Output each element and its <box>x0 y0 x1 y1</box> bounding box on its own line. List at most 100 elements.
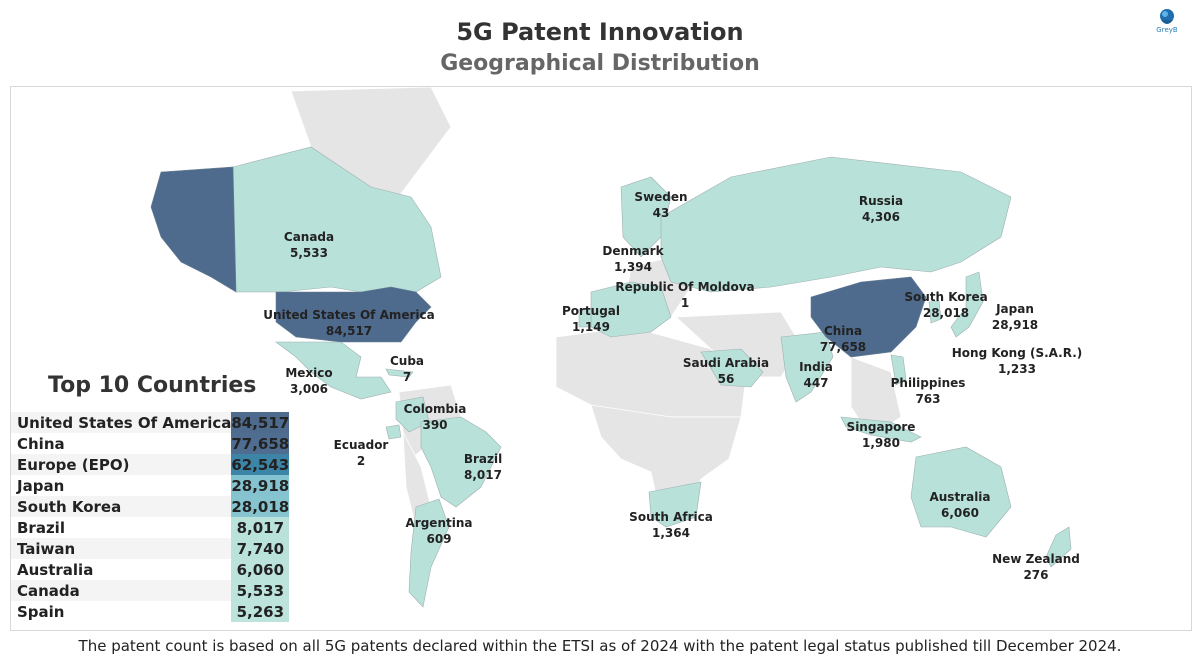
map-label-name: Philippines <box>890 376 966 390</box>
map-label-value: 43 <box>652 206 670 220</box>
new-zealand-shape <box>1045 526 1072 568</box>
map-label-south-africa: South Africa 1,364 <box>629 509 713 541</box>
map-label-name: Denmark <box>602 244 664 258</box>
patent-count: 62,543 <box>231 454 290 475</box>
map-label-philippines: Philippines 763 <box>891 375 966 407</box>
map-label-name: China <box>823 324 863 338</box>
map-label-value: 4,306 <box>862 210 900 224</box>
map-label-name: Cuba <box>389 354 425 368</box>
map-label-value: 447 <box>803 376 829 390</box>
mexico-shape <box>275 341 392 400</box>
map-label-name: Republic Of Moldova <box>615 280 755 294</box>
map-label-russia: Russia 4,306 <box>859 193 903 225</box>
patent-count: 7,740 <box>231 538 290 559</box>
map-label-name: Hong Kong (S.A.R.) <box>951 346 1083 360</box>
usa-shape <box>275 286 432 343</box>
map-label-value: 84,517 <box>325 324 373 338</box>
russia-shape <box>660 156 1012 293</box>
map-label-cuba: Cuba 7 <box>390 353 424 385</box>
map-label-name: Sweden <box>634 190 688 204</box>
map-label-value: 2 <box>356 454 366 468</box>
map-label-republic-of-moldova: Republic Of Moldova 1 <box>615 279 754 311</box>
map-label-portugal: Portugal 1,149 <box>562 303 620 335</box>
map-label-value: 8,017 <box>464 468 502 482</box>
map-label-name: Canada <box>283 230 335 244</box>
patent-count: 28,018 <box>231 496 290 517</box>
country-name: Japan <box>17 476 65 495</box>
map-label-value: 77,658 <box>819 340 867 354</box>
country-name: South Korea <box>11 496 232 517</box>
map-label-name: Ecuador <box>333 438 389 452</box>
map-label-value: 3,006 <box>290 382 328 396</box>
map-label-value: 390 <box>422 418 448 432</box>
map-label-saudi-arabia: Saudi Arabia 56 <box>683 355 769 387</box>
country-name: Australia <box>17 560 94 579</box>
middle-east-shape <box>675 311 802 378</box>
map-label-name: South Africa <box>629 510 713 524</box>
table-row: South Korea 28,018 <box>11 496 290 517</box>
table-row: Brazil 8,017 <box>11 517 290 538</box>
patent-count: 28,918 <box>231 475 290 496</box>
map-label-name: Japan <box>996 302 1034 316</box>
map-label-name: United States Of America <box>263 308 435 322</box>
map-label-value: 28,918 <box>991 318 1039 332</box>
country-name: Brazil <box>17 518 65 537</box>
map-label-australia: Australia 6,060 <box>929 489 990 521</box>
map-label-name: New Zealand <box>992 552 1080 566</box>
map-label-name: Portugal <box>561 304 621 318</box>
map-label-mexico: Mexico 3,006 <box>285 365 332 397</box>
map-label-denmark: Denmark 1,394 <box>602 243 663 275</box>
ecuador-shape <box>385 424 402 440</box>
australia-shape <box>910 446 1012 538</box>
canada-shape <box>232 146 442 293</box>
country-name: Europe (EPO) <box>11 454 232 475</box>
brazil-shape <box>420 416 502 508</box>
map-label-name: Australia <box>929 490 991 504</box>
map-label-united-states-of-america: United States Of America 84,517 <box>263 307 435 339</box>
map-label-canada: Canada 5,533 <box>284 229 334 261</box>
map-label-ecuador: Ecuador 2 <box>334 437 389 469</box>
indonesia-shape <box>840 416 922 443</box>
map-label-name: Singapore <box>846 420 916 434</box>
map-label-value: 763 <box>915 392 941 406</box>
top10-table: United States Of America 84,517 China 77,65… <box>11 412 290 622</box>
chart-title: 5G Patent Innovation <box>456 18 744 46</box>
map-label-name: Russia <box>858 194 904 208</box>
map-label-value: 56 <box>717 372 735 386</box>
map-label-hong-kong-s-a-r-: Hong Kong (S.A.R.) 1,233 <box>952 345 1083 377</box>
map-label-name: India <box>799 360 833 374</box>
philippines-shape <box>890 354 907 386</box>
map-label-value: 1,364 <box>652 526 690 540</box>
table-row: Canada 5,533 <box>11 580 290 601</box>
map-label-value: 1,233 <box>998 362 1036 376</box>
map-label-value: 609 <box>426 532 452 546</box>
country-name: Canada <box>11 580 232 601</box>
cuba-shape <box>385 368 414 378</box>
map-label-sweden: Sweden 43 <box>634 189 687 221</box>
table-row: United States Of America 84,517 <box>11 412 290 433</box>
map-label-value: 1,149 <box>572 320 610 334</box>
patent-count: 77,658 <box>231 433 290 454</box>
map-label-name: South Korea <box>904 290 988 304</box>
greyb-logo-icon <box>1160 9 1174 24</box>
map-label-value: 28,018 <box>922 306 970 320</box>
map-label-colombia: Colombia 390 <box>404 401 467 433</box>
map-label-value: 7 <box>402 370 412 384</box>
table-row: Japan 28,918 <box>11 475 290 496</box>
map-label-value: 276 <box>1023 568 1049 582</box>
patent-count: 5,263 <box>231 601 290 622</box>
map-label-value: 1,980 <box>862 436 900 450</box>
table-row: Australia 6,060 <box>11 559 290 580</box>
alaska-shape <box>150 166 237 293</box>
chart-subtitle: Geographical Distribution <box>440 51 760 76</box>
map-label-india: India 447 <box>799 359 833 391</box>
china-shape <box>810 276 927 358</box>
footer-note: The patent count is based on all 5G pate… <box>78 637 1122 655</box>
country-name: Taiwan <box>11 538 232 559</box>
top10-title: Top 10 Countries <box>48 373 257 398</box>
map-label-china: China 77,658 <box>820 323 866 355</box>
map-label-name: Brazil <box>463 452 503 466</box>
map-label-brazil: Brazil 8,017 <box>464 451 502 483</box>
map-label-name: Colombia <box>403 402 467 416</box>
portugal-shape <box>578 308 592 328</box>
